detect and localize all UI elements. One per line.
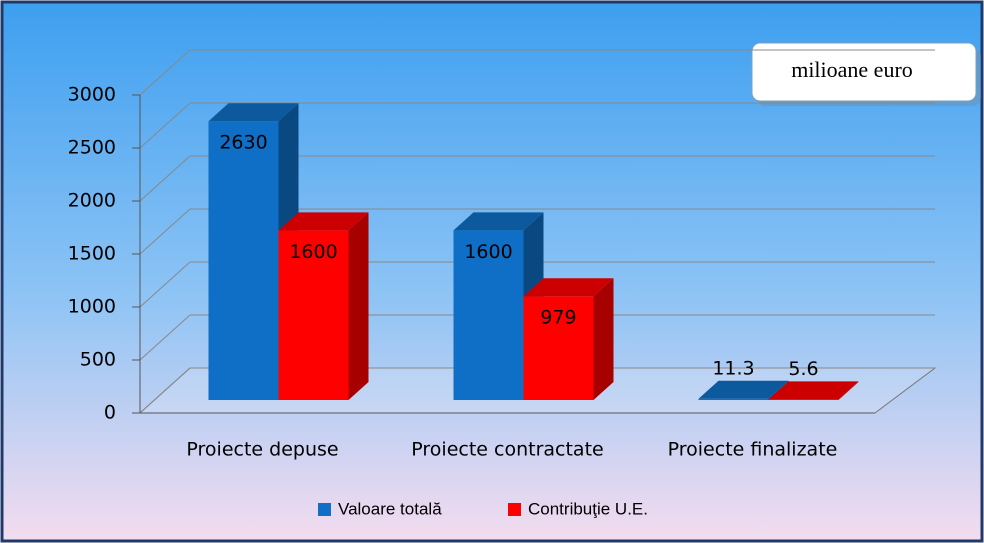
bar-face	[208, 121, 279, 400]
y-tick-label: 2500	[68, 137, 116, 159]
legend-label: Valoare totală	[338, 499, 442, 518]
bar-face	[278, 230, 349, 400]
x-tick-label: Proiecte contractate	[411, 439, 603, 461]
bar	[278, 212, 369, 400]
grid-line	[139, 49, 191, 96]
y-tick-label: 2000	[68, 190, 116, 212]
bar-face	[593, 278, 614, 400]
legend-swatch	[508, 503, 521, 516]
bar-face	[698, 398, 769, 400]
bar-face	[208, 103, 299, 122]
data-label: 1600	[464, 241, 512, 263]
grid-line	[139, 208, 191, 255]
grid-line	[139, 155, 191, 202]
bar	[523, 278, 614, 400]
data-label: 11.3	[712, 357, 754, 379]
y-tick-label: 1500	[68, 243, 116, 265]
legend-label: Contribuţie U.E.	[528, 499, 648, 518]
bar-face	[838, 381, 859, 400]
x-tick-label: Proiecte depuse	[186, 439, 338, 461]
grid-line	[139, 314, 191, 361]
bar-face	[698, 380, 789, 399]
annotation-box: milioane euro	[751, 42, 981, 106]
annotation: milioane euro	[791, 57, 913, 82]
bar	[768, 381, 859, 400]
grid-line	[139, 367, 191, 414]
bar-face	[453, 212, 544, 231]
bar-face	[348, 212, 369, 400]
bar-face	[523, 278, 614, 297]
data-label: 979	[540, 307, 576, 329]
bar-face	[768, 399, 839, 400]
data-label: 5.6	[788, 358, 818, 380]
bar-face	[768, 381, 859, 400]
y-tick-label: 1000	[68, 296, 116, 318]
bar-face	[278, 212, 369, 231]
grid-line	[139, 102, 191, 149]
y-tick-label: 0	[104, 402, 116, 424]
y-tick-label: 500	[80, 349, 116, 371]
y-tick-label: 3000	[68, 84, 116, 106]
bar-face	[453, 230, 524, 400]
bar	[698, 380, 789, 400]
bar-face	[523, 296, 594, 400]
data-label: 1600	[289, 241, 337, 263]
data-label: 2630	[219, 132, 267, 154]
legend-swatch	[318, 503, 331, 516]
grid-line	[139, 261, 191, 308]
x-tick-label: Proiecte finalizate	[668, 439, 838, 461]
